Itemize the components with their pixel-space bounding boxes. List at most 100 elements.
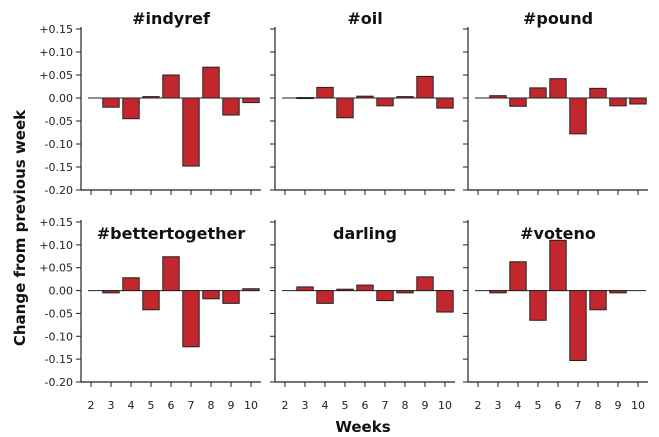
y-axis-label: Change from previous week <box>11 109 29 346</box>
y-tick-label: +0.15 <box>39 216 73 229</box>
y-tick-label: -0.15 <box>45 353 73 366</box>
panel-3: #pound <box>463 9 648 195</box>
panel-title: #oil <box>347 9 382 28</box>
bar <box>182 290 200 348</box>
y-tick-label: 0.00 <box>49 285 74 298</box>
y-tick-label: +0.15 <box>39 23 73 36</box>
bar <box>436 290 454 313</box>
x-tick-label: 2 <box>282 399 289 412</box>
bar <box>142 96 160 99</box>
x-tick-label: 9 <box>228 399 235 412</box>
x-tick-label: 7 <box>188 399 195 412</box>
bar <box>569 97 587 135</box>
x-tick-label: 8 <box>208 399 215 412</box>
bar <box>509 97 527 107</box>
x-tick-label: 6 <box>362 399 369 412</box>
bar <box>549 239 567 292</box>
y-tick-label: -0.15 <box>45 161 73 174</box>
bar <box>336 97 354 119</box>
bar <box>416 276 434 292</box>
y-tick-label: -0.10 <box>45 330 73 343</box>
y-tick-label: -0.10 <box>45 138 73 151</box>
bar <box>416 75 434 99</box>
panel-title: #bettertogether <box>97 224 246 243</box>
y-tick-label: -0.05 <box>45 115 73 128</box>
bar <box>356 284 374 292</box>
panel-1: #indyref +0.15 +0.10 +0.05 0.00 -0.05 -0.10 -0.… <box>39 9 261 197</box>
x-tick-label: 4 <box>515 399 522 412</box>
bar <box>396 96 414 99</box>
bar <box>589 87 607 99</box>
x-tick-label: 8 <box>402 399 409 412</box>
bar <box>529 290 547 321</box>
x-tick-label: 5 <box>342 399 349 412</box>
x-tick-label: 4 <box>322 399 329 412</box>
y-tick-label: -0.20 <box>45 376 73 389</box>
bar <box>569 290 587 362</box>
x-tick-label: 3 <box>108 399 115 412</box>
bar <box>242 97 260 104</box>
bar <box>529 87 547 99</box>
x-tick-label: 9 <box>615 399 622 412</box>
bar <box>356 95 374 99</box>
x-tick-label: 5 <box>535 399 542 412</box>
bar <box>296 286 314 292</box>
bar <box>122 277 140 292</box>
panel-2: #oil <box>270 9 455 195</box>
y-tick-label: -0.05 <box>45 307 73 320</box>
bar <box>396 290 414 294</box>
x-axis-label: Weeks <box>335 418 390 436</box>
x-tick-label: 2 <box>88 399 95 412</box>
bar <box>202 290 220 300</box>
bar <box>316 290 334 304</box>
bar <box>609 290 627 294</box>
x-tick-label: 7 <box>575 399 582 412</box>
bar <box>489 290 507 294</box>
x-tick-label: 10 <box>631 399 645 412</box>
panel-6: #voteno 2 3 4 5 6 7 8 9 10 <box>463 220 648 412</box>
bar <box>222 97 240 116</box>
bar <box>242 288 260 292</box>
x-tick-label: 6 <box>168 399 175 412</box>
bar <box>509 261 527 292</box>
bar <box>162 74 180 99</box>
y-tick-label: +0.05 <box>39 262 73 275</box>
x-tick-label: 10 <box>438 399 452 412</box>
bar <box>376 290 394 302</box>
bar <box>489 95 507 99</box>
x-tick-label: 8 <box>595 399 602 412</box>
panel-title: darling <box>333 224 397 243</box>
bar <box>162 256 180 292</box>
x-tick-label: 7 <box>382 399 389 412</box>
x-tick-label: 3 <box>302 399 309 412</box>
bar <box>336 288 354 292</box>
bar <box>202 66 220 99</box>
bar <box>436 97 454 109</box>
x-tick-label: 6 <box>555 399 562 412</box>
y-tick-label: 0.00 <box>49 92 74 105</box>
x-tick-label: 5 <box>148 399 155 412</box>
x-tick-label: 3 <box>495 399 502 412</box>
panel-title: #pound <box>523 9 593 28</box>
bar <box>122 97 140 120</box>
bar <box>182 97 200 167</box>
bar <box>549 78 567 99</box>
bar <box>296 97 314 100</box>
y-tick-label: +0.10 <box>39 239 73 252</box>
bar <box>102 97 120 108</box>
x-tick-label: 2 <box>475 399 482 412</box>
x-tick-label: 9 <box>422 399 429 412</box>
bar <box>316 86 334 99</box>
bar <box>376 97 394 107</box>
panel-title: #indyref <box>132 9 211 28</box>
bar <box>102 290 120 294</box>
bar <box>142 290 160 311</box>
bar <box>589 290 607 311</box>
bar <box>609 97 627 107</box>
panel-5: darling 2 3 4 5 6 7 8 9 10 <box>270 220 455 412</box>
panel-title: #voteno <box>520 224 596 243</box>
bar <box>629 97 647 105</box>
chart-panels: #indyref +0.15 +0.10 +0.05 0.00 -0.05 -0.10 -0.… <box>39 9 648 412</box>
x-tick-label: 10 <box>244 399 258 412</box>
